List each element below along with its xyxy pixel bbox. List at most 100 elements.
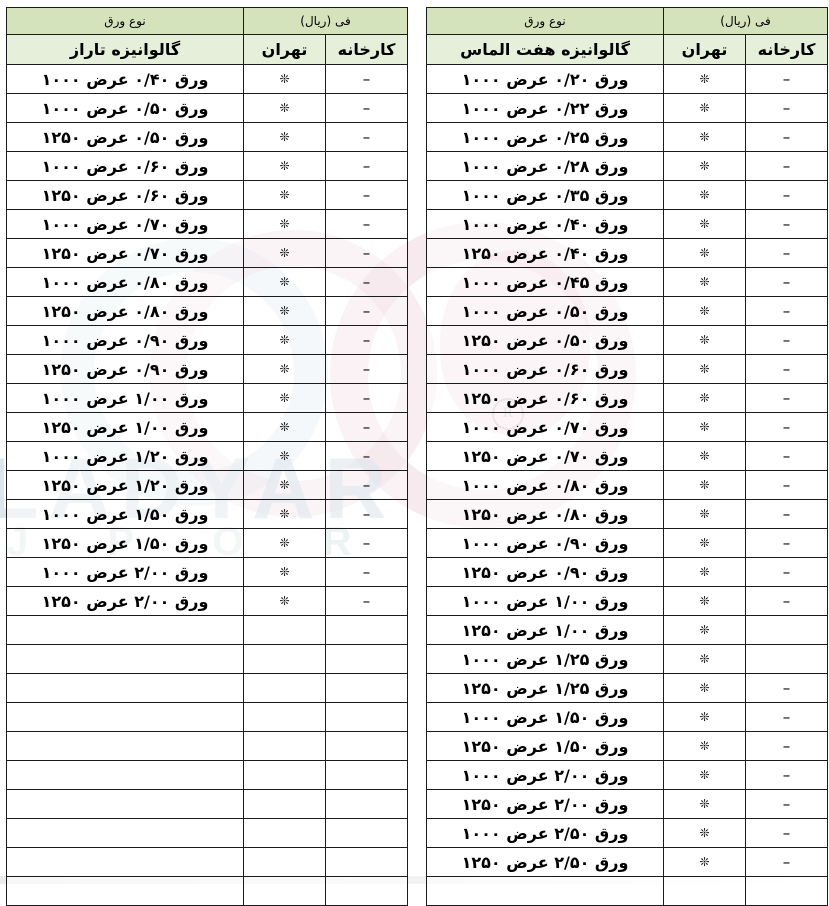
price-table-taraz: فی (ریال) نوع ورق کارخانه تهران گالوانیز… — [6, 7, 408, 906]
cell-sheet-type — [6, 731, 244, 761]
table-row-empty — [6, 673, 408, 703]
table-row: – ❊ ورق ۰/۲۸ عرض ۱۰۰۰ — [426, 151, 828, 181]
cell-factory-price: – — [325, 383, 408, 413]
cell-tehran-price: ❊ — [243, 354, 326, 384]
cell-tehran-price: ❊ — [243, 557, 326, 587]
table-row: – ❊ ورق ۰/۴۰ عرض ۱۲۵۰ — [426, 238, 828, 268]
snowflake-icon: ❊ — [699, 797, 710, 811]
table-head-taraz: فی (ریال) نوع ورق کارخانه تهران گالوانیز… — [6, 7, 408, 65]
cell-factory-price: – — [745, 93, 828, 123]
cell-factory-price — [325, 847, 408, 877]
cell-sheet-type — [6, 789, 244, 819]
cell-tehran-price: ❊ — [663, 180, 746, 210]
cell-factory-price — [325, 731, 408, 761]
cell-tehran-price: ❊ — [663, 470, 746, 500]
cell-factory-price: – — [745, 528, 828, 558]
cell-sheet-type: ورق ۰/۹۰ عرض ۱۲۵۰ — [426, 557, 664, 587]
cell-tehran-price — [243, 702, 326, 732]
cell-tehran-price: ❊ — [243, 238, 326, 268]
cell-tehran-price: ❊ — [243, 325, 326, 355]
header-row-sub: کارخانه تهران گالوانیزه تاراز — [6, 34, 408, 65]
snowflake-icon: ❊ — [699, 594, 710, 608]
cell-tehran-price: ❊ — [663, 354, 746, 384]
cell-factory-price: – — [325, 209, 408, 239]
table-body-taraz: – ❊ ورق ۰/۴۰ عرض ۱۰۰۰ – ❊ ورق ۰/۵۰ عرض ۱۰۰۰ – ❊… — [6, 64, 408, 906]
cell-factory-price: – — [325, 528, 408, 558]
table-row: – ❊ ورق ۰/۹۰ عرض ۱۲۵۰ — [426, 557, 828, 587]
cell-factory-price: – — [745, 470, 828, 500]
cell-sheet-type: ورق ۰/۴۰ عرض ۱۰۰۰ — [6, 64, 244, 94]
price-table-haft-almas-wrap: فی (ریال) نوع ورق کارخانه تهران گالوانیز… — [426, 7, 828, 906]
header-price-group: فی (ریال) — [243, 7, 408, 35]
cell-sheet-type: ورق ۱/۵۰ عرض ۱۰۰۰ — [426, 702, 664, 732]
table-row: – ❊ ورق ۰/۷۰ عرض ۱۲۵۰ — [6, 238, 408, 268]
cell-factory-price: – — [745, 760, 828, 790]
cell-factory-price: – — [745, 64, 828, 94]
cell-tehran-price: ❊ — [243, 412, 326, 442]
price-table-haft-almas: فی (ریال) نوع ورق کارخانه تهران گالوانیز… — [426, 7, 828, 906]
cell-tehran-price: ❊ — [663, 296, 746, 326]
cell-factory-price — [325, 818, 408, 848]
table-row: – ❊ ورق ۰/۷۰ عرض ۱۲۵۰ — [426, 441, 828, 471]
cell-factory-price — [325, 760, 408, 790]
snowflake-icon: ❊ — [699, 159, 710, 173]
snowflake-icon: ❊ — [279, 449, 290, 463]
cell-sheet-type: ورق ۰/۸۰ عرض ۱۰۰۰ — [6, 267, 244, 297]
header-brand-haft-almas: گالوانیزه هفت الماس — [426, 34, 664, 65]
cell-sheet-type: ورق ۰/۶۰ عرض ۱۲۵۰ — [426, 383, 664, 413]
cell-sheet-type: ورق ۰/۵۰ عرض ۱۰۰۰ — [6, 93, 244, 123]
snowflake-icon: ❊ — [699, 710, 710, 724]
cell-sheet-type: ورق ۰/۴۰ عرض ۱۲۵۰ — [426, 238, 664, 268]
cell-tehran-price — [243, 789, 326, 819]
cell-tehran-price: ❊ — [243, 528, 326, 558]
cell-tehran-price: ❊ — [243, 64, 326, 94]
cell-tehran-price: ❊ — [663, 325, 746, 355]
cell-tehran-price — [243, 731, 326, 761]
table-row: – ❊ ورق ۰/۶۰ عرض ۱۰۰۰ — [6, 151, 408, 181]
cell-factory-price: – — [745, 354, 828, 384]
header-brand-taraz: گالوانیزه تاراز — [6, 34, 244, 65]
table-row-empty — [6, 731, 408, 761]
table-row: – ❊ ورق ۱/۵۰ عرض ۱۰۰۰ — [6, 499, 408, 529]
table-row: – ❊ ورق ۰/۶۰ عرض ۱۲۵۰ — [6, 180, 408, 210]
cell-factory-price: – — [745, 238, 828, 268]
snowflake-icon: ❊ — [699, 449, 710, 463]
cell-sheet-type: ورق ۰/۸۰ عرض ۱۲۵۰ — [6, 296, 244, 326]
snowflake-icon: ❊ — [699, 101, 710, 115]
cell-tehran-price: ❊ — [663, 209, 746, 239]
cell-factory-price: – — [745, 412, 828, 442]
table-row: – ❊ ورق ۰/۶۰ عرض ۱۲۵۰ — [426, 383, 828, 413]
cell-factory-price: – — [745, 441, 828, 471]
cell-tehran-price: ❊ — [663, 238, 746, 268]
cell-factory-price: – — [745, 702, 828, 732]
cell-tehran-price — [243, 644, 326, 674]
cell-sheet-type: ورق ۱/۲۰ عرض ۱۰۰۰ — [6, 441, 244, 471]
cell-tehran-price: ❊ — [243, 180, 326, 210]
cell-sheet-type: ورق ۰/۴۵ عرض ۱۰۰۰ — [426, 267, 664, 297]
header-type-label: نوع ورق — [426, 7, 664, 35]
cell-sheet-type: ورق ۰/۶۰ عرض ۱۲۵۰ — [6, 180, 244, 210]
cell-tehran-price: ❊ — [663, 122, 746, 152]
table-row-empty — [6, 702, 408, 732]
snowflake-icon: ❊ — [279, 275, 290, 289]
cell-sheet-type: ورق ۰/۷۰ عرض ۱۲۵۰ — [6, 238, 244, 268]
table-body-haft-almas: – ❊ ورق ۰/۲۰ عرض ۱۰۰۰– ❊ ورق ۰/۲۲ عرض ۱۰۰۰– ❊… — [426, 64, 828, 906]
cell-sheet-type: ورق ۰/۲۵ عرض ۱۰۰۰ — [426, 122, 664, 152]
cell-factory-price: – — [325, 412, 408, 442]
snowflake-icon: ❊ — [279, 101, 290, 115]
snowflake-icon: ❊ — [279, 507, 290, 521]
snowflake-icon: ❊ — [279, 217, 290, 231]
cell-tehran-price: ❊ — [243, 93, 326, 123]
table-row: – ❊ ورق ۰/۴۵ عرض ۱۰۰۰ — [426, 267, 828, 297]
cell-tehran-price: ❊ — [663, 499, 746, 529]
cell-factory-price: – — [745, 586, 828, 616]
cell-factory-price: – — [745, 818, 828, 848]
cell-factory-price: – — [325, 586, 408, 616]
cell-tehran-price: ❊ — [663, 789, 746, 819]
cell-tehran-price: ❊ — [663, 528, 746, 558]
table-row-empty — [6, 760, 408, 790]
cell-sheet-type: ورق ۰/۹۰ عرض ۱۰۰۰ — [6, 325, 244, 355]
cell-sheet-type: ورق ۱/۰۰ عرض ۱۲۵۰ — [426, 615, 664, 645]
table-row: – ❊ ورق ۲/۵۰ عرض ۱۲۵۰ — [426, 847, 828, 877]
